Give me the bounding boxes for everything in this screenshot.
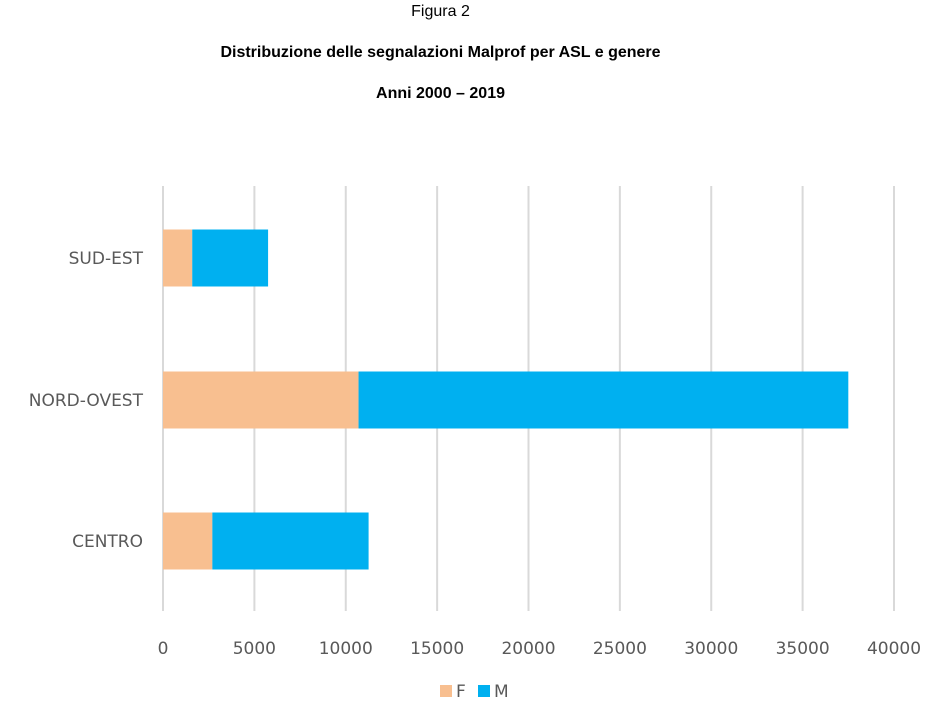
figure-label: Figura 2 [411, 3, 470, 20]
bar-sud-est-m [192, 229, 269, 287]
bar-nord-ovest-m [358, 371, 849, 429]
x-tick-label-15000: 15000 [410, 639, 464, 659]
bars [163, 229, 849, 570]
x-tick-labels: 0 5000 10000 15000 20000 25000 30000 35000 40000 [158, 639, 921, 659]
x-tick-label-25000: 25000 [593, 639, 647, 659]
x-tick-label-0: 0 [158, 639, 169, 659]
bar-centro-m [212, 512, 369, 570]
legend-label-f: F [456, 682, 466, 702]
x-tick-label-5000: 5000 [233, 639, 276, 659]
bar-sud-est-f [163, 229, 193, 287]
chart-title: Distribuzione delle segnalazioni Malprof… [220, 44, 661, 61]
x-tick-label-30000: 30000 [684, 639, 738, 659]
x-tick-label-35000: 35000 [776, 639, 830, 659]
legend-swatch-f [440, 685, 452, 697]
legend-label-m: M [494, 682, 509, 702]
legend-swatch-m [478, 685, 490, 697]
bar-nord-ovest-f [163, 371, 359, 429]
category-labels: SUD-EST NORD-OVEST CENTRO [29, 249, 144, 552]
category-label-centro: CENTRO [72, 532, 143, 552]
bar-centro-f [163, 512, 213, 570]
category-label-sud-est: SUD-EST [69, 249, 144, 269]
category-label-nord-ovest: NORD-OVEST [29, 391, 144, 411]
x-tick-label-40000: 40000 [867, 639, 921, 659]
x-tick-label-20000: 20000 [501, 639, 555, 659]
x-tick-label-10000: 10000 [319, 639, 373, 659]
chart-subtitle: Anni 2000 – 2019 [376, 85, 505, 102]
